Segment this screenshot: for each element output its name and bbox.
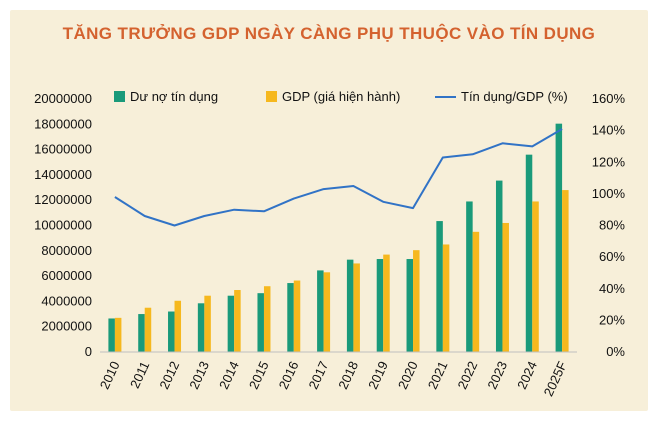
x-tick-label: 2010 <box>97 359 123 392</box>
bar-credit <box>495 180 503 352</box>
bar-gdp <box>532 201 539 352</box>
bar-gdp <box>442 244 450 352</box>
bar-gdp <box>174 300 182 352</box>
x-tick-label: 2013 <box>186 359 212 392</box>
chart-title: TĂNG TRƯỞNG GDP NGÀY CÀNG PHỤ THUỘC VÀO … <box>62 24 596 43</box>
bar-credit <box>525 154 533 352</box>
x-tick-label: 2014 <box>216 359 242 392</box>
y-right-tick-label: 140% <box>592 123 626 138</box>
x-tick-label: 2025F <box>541 359 570 399</box>
bar-credit <box>108 318 115 352</box>
y-left-tick-label: 2000000 <box>41 319 92 334</box>
bar-gdp <box>562 190 569 352</box>
bar-credit <box>555 123 563 352</box>
bar-gdp <box>472 231 480 352</box>
x-tick-label: 2011 <box>127 359 152 391</box>
y-left-tick-label: 4000000 <box>41 293 92 308</box>
x-tick-label: 2016 <box>276 359 302 392</box>
x-tick-label: 2012 <box>156 359 182 392</box>
bar-gdp <box>323 272 331 352</box>
bar-credit <box>287 283 294 352</box>
x-tick-label: 2024 <box>514 359 540 392</box>
bar-credit <box>436 221 443 352</box>
y-left-tick-label: 6000000 <box>41 268 92 283</box>
bar-credit <box>376 259 384 352</box>
y-right-tick-label: 160% <box>592 91 626 106</box>
line-credit-gdp-ratio <box>114 128 563 227</box>
y-left-tick-label: 10000000 <box>34 218 92 233</box>
bar-gdp <box>204 295 211 352</box>
bar-gdp <box>114 317 122 352</box>
bar-gdp <box>144 307 152 352</box>
x-tick-label: 2015 <box>246 359 272 392</box>
bar-credit <box>138 314 145 352</box>
bar-credit <box>227 295 235 352</box>
bar-gdp <box>234 290 241 352</box>
x-tick-label: 2020 <box>395 359 421 392</box>
y-left-tick-label: 16000000 <box>34 142 92 157</box>
legend-label-ratio: Tín dụng/GDP (%) <box>461 89 568 104</box>
x-tick-label: 2017 <box>305 359 331 392</box>
x-tick-label: 2021 <box>425 359 451 392</box>
bar-credit <box>168 311 175 352</box>
y-left-tick-label: 8000000 <box>41 243 92 258</box>
legend-label-gdp: GDP (giá hiện hành) <box>282 89 400 104</box>
y-right-tick-label: 120% <box>592 154 626 169</box>
bar-gdp <box>413 250 420 352</box>
x-tick-label: 2019 <box>365 359 391 392</box>
y-right-tick-label: 100% <box>592 186 626 201</box>
bar-credit <box>406 259 414 352</box>
bar-credit <box>317 270 324 352</box>
bar-gdp <box>293 280 301 352</box>
y-right-tick-label: 60% <box>599 249 625 264</box>
x-tick-label: 2023 <box>484 359 510 392</box>
y-left-tick-label: 14000000 <box>34 167 92 182</box>
chart-card: TĂNG TRƯỞNG GDP NGÀY CÀNG PHỤ THUỘC VÀO … <box>10 10 648 411</box>
bar-gdp <box>353 263 360 352</box>
y-right-tick-label: 80% <box>599 218 625 233</box>
legend-swatch-gdp <box>266 91 277 102</box>
bar-credit <box>346 259 354 352</box>
x-tick-label: 2018 <box>335 359 361 392</box>
y-left-tick-label: 20000000 <box>34 91 92 106</box>
y-right-tick-label: 20% <box>599 312 625 327</box>
legend-label-credit: Dư nợ tín dụng <box>130 89 218 104</box>
y-right-tick-label: 40% <box>599 281 625 296</box>
bar-credit <box>257 293 264 352</box>
chart-svg: 0 2000000 4000000 6000000 8000000 10000000 120… <box>34 89 626 399</box>
legend-swatch-credit <box>114 91 125 102</box>
bar-credit <box>197 303 205 352</box>
bar-credit <box>466 201 473 352</box>
x-tick-label: 2022 <box>455 359 481 392</box>
y-right-tick-label: 0% <box>606 344 625 359</box>
y-left-tick-label: 18000000 <box>34 116 92 131</box>
y-left-tick-label: 0 <box>85 344 92 359</box>
bar-gdp <box>502 222 509 352</box>
bar-gdp <box>383 254 390 352</box>
y-left-tick-label: 12000000 <box>34 192 92 207</box>
bar-gdp <box>263 286 271 352</box>
